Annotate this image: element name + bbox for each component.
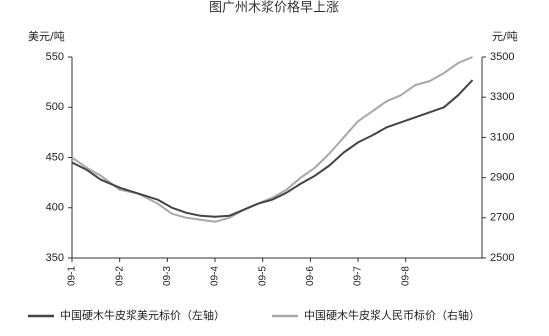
right-tick-label: 2900 [490,172,514,184]
x-tick-label: 09-3 [162,266,173,286]
right-tick-label: 2500 [490,252,514,264]
x-tick-label: 09-4 [210,266,221,286]
right-axis-unit: 元/吨 [492,30,518,43]
legend-label-2: 中国硬木牛皮浆人民币标价（右轴） [304,308,480,322]
x-tick-label: 09-2 [114,266,125,286]
x-tick-label: 09-1 [67,266,78,286]
legend: 中国硬木牛皮浆美元标价（左轴） 中国硬木牛皮浆人民币标价（右轴） [28,308,480,322]
x-tick-label: 09-7 [353,266,364,286]
right-tick-label: 3100 [490,131,514,143]
right-tick-label: 2700 [490,212,514,224]
left-tick-label: 500 [46,101,64,113]
left-tick-label: 400 [46,202,64,214]
series-line-1 [71,79,474,218]
left-tick-label: 350 [46,252,64,264]
right-tick-label: 3500 [490,51,514,63]
left-tick-label: 450 [46,151,64,163]
left-tick-label: 550 [46,51,64,63]
series-line-2 [71,56,473,223]
x-tick-label: 09-6 [305,266,316,286]
x-tick-label: 09-8 [400,266,411,286]
chart-title: 图广州木浆价格早上涨 [209,0,339,16]
left-axis-unit: 美元/吨 [28,30,65,43]
legend-label-1: 中国硬木牛皮浆美元标价（左轴） [60,308,225,322]
x-tick-label: 09-5 [257,266,268,286]
right-tick-label: 3300 [490,91,514,103]
plot-area: 550 500 450 400 350 3500 3300 3100 2900 2700 2500 0… [46,51,515,286]
